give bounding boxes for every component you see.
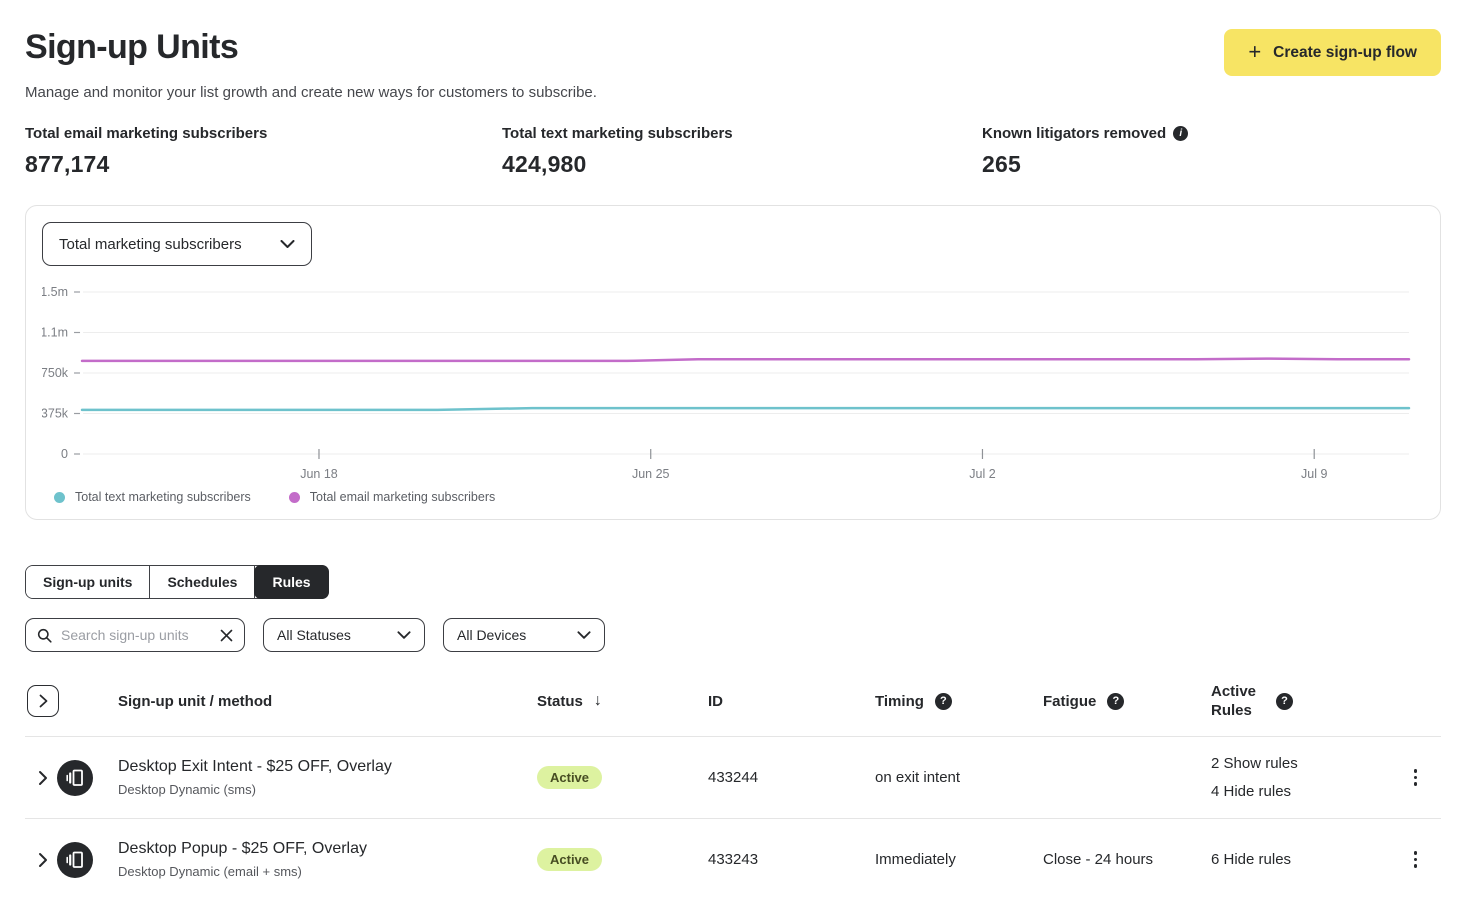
- hide-rules-count: 6 Hide rules: [1211, 850, 1292, 868]
- legend-label: Total email marketing subscribers: [309, 490, 496, 504]
- active-rules-header-label: Active Rules: [1211, 683, 1257, 719]
- search-input[interactable]: [61, 627, 211, 643]
- timing-value: on exit intent: [875, 769, 961, 786]
- status-filter-label: All Statuses: [277, 627, 351, 643]
- svg-text:750k: 750k: [42, 366, 69, 380]
- signup-unit-overlay-icon: [57, 759, 93, 796]
- stat-label: Total email marketing subscribers: [25, 125, 268, 142]
- status-badge: Active: [537, 766, 603, 789]
- search-box: [25, 618, 245, 652]
- status-header-label: Status: [537, 692, 583, 710]
- active-rules-cell: 6 Hide rules: [1211, 846, 1390, 874]
- hide-rules-count: 4 Hide rules: [1211, 782, 1292, 800]
- create-signup-flow-label: Create sign-up flow: [1273, 43, 1417, 61]
- stat-value: 424,980: [502, 151, 587, 177]
- column-header-active-rules: Active Rules ?: [1211, 682, 1390, 720]
- legend-item-email-subscribers: Total email marketing subscribers: [288, 490, 496, 504]
- legend-dot-purple: [288, 491, 300, 503]
- chart-legend: Total text marketing subscribers Total e…: [54, 490, 1424, 504]
- column-header-unit: Sign-up unit / method: [118, 692, 273, 710]
- subscribers-line-chart: 1.5m 1.1m 750k 375k 0 Jun 18 Jun 25 Jul 2 Jul 9: [42, 285, 1411, 481]
- unit-id: 433243: [708, 851, 759, 868]
- device-filter-label: All Devices: [457, 627, 527, 643]
- help-icon[interactable]: ?: [1276, 692, 1293, 710]
- search-icon: [37, 628, 52, 643]
- column-header-timing: Timing ?: [875, 692, 1043, 710]
- column-header-fatigue: Fatigue ?: [1043, 692, 1211, 710]
- svg-text:Jul 2: Jul 2: [969, 467, 995, 481]
- column-header-id: ID: [708, 692, 723, 710]
- device-filter-dropdown[interactable]: All Devices: [443, 618, 605, 652]
- svg-text:1.5m: 1.5m: [42, 285, 68, 299]
- legend-dot-teal: [54, 491, 65, 503]
- chevron-down-icon: [280, 239, 295, 248]
- create-signup-flow-button[interactable]: + Create sign-up flow: [1224, 29, 1441, 76]
- stat-value: 877,174: [25, 151, 110, 177]
- page-header: Sign-up Units + Create sign-up flow Mana…: [25, 28, 1441, 101]
- svg-text:375k: 375k: [42, 407, 69, 421]
- page-subtitle: Manage and monitor your list growth and …: [25, 84, 597, 101]
- plus-icon: +: [1248, 38, 1262, 64]
- chart-metric-label: Total marketing subscribers: [59, 235, 242, 253]
- tab-rules[interactable]: Rules: [254, 565, 329, 599]
- clear-search-icon[interactable]: [220, 629, 233, 642]
- kebab-menu-icon[interactable]: [1408, 845, 1424, 874]
- status-filter-dropdown[interactable]: All Statuses: [263, 618, 425, 652]
- column-header-status[interactable]: Status ↓: [537, 692, 708, 710]
- legend-label: Total text marketing subscribers: [75, 490, 251, 504]
- chevron-down-icon: [397, 630, 411, 639]
- chart-metric-dropdown[interactable]: Total marketing subscribers: [42, 222, 312, 266]
- tab-signup-units[interactable]: Sign-up units: [26, 566, 151, 598]
- timing-header-label: Timing: [875, 692, 924, 710]
- show-rules-count: 2 Show rules: [1211, 754, 1298, 772]
- stat-value: 265: [982, 151, 1021, 177]
- stat-text-subscribers: Total text marketing subscribers 424,980: [502, 125, 982, 178]
- filters-row: All Statuses All Devices: [25, 618, 1441, 652]
- sort-descending-icon: ↓: [593, 692, 602, 709]
- stats-row: Total email marketing subscribers 877,17…: [25, 125, 1441, 178]
- table-row: Desktop Popup - $25 OFF, Overlay Desktop…: [25, 818, 1441, 900]
- help-icon[interactable]: ?: [934, 692, 952, 710]
- kebab-menu-icon[interactable]: [1408, 763, 1424, 792]
- chevron-down-icon: [577, 630, 591, 639]
- stat-email-subscribers: Total email marketing subscribers 877,17…: [25, 125, 502, 178]
- timing-value: Immediately: [875, 851, 956, 868]
- signup-unit-name: Desktop Popup - $25 OFF, Overlay: [118, 840, 367, 857]
- page-title: Sign-up Units: [25, 28, 239, 66]
- tab-group: Sign-up units Schedules Rules: [25, 565, 329, 599]
- chevron-right-icon: [39, 694, 47, 708]
- expand-row-chevron-icon[interactable]: [38, 770, 48, 786]
- help-icon[interactable]: ?: [1107, 692, 1125, 710]
- subscribers-chart-card: Total marketing subscribers 1.5m 1.1m 750k…: [25, 205, 1441, 520]
- fatigue-header-label: Fatigue: [1043, 692, 1097, 710]
- stat-litigators-removed: Known litigators removed i 265: [982, 125, 1441, 178]
- signup-unit-overlay-icon: [57, 841, 93, 878]
- svg-text:Jul 9: Jul 9: [1301, 467, 1327, 481]
- expand-all-rows-button[interactable]: [27, 685, 59, 717]
- svg-text:Jun 25: Jun 25: [632, 467, 670, 481]
- signup-unit-method: Desktop Dynamic (sms): [118, 782, 256, 797]
- tab-schedules[interactable]: Schedules: [150, 566, 256, 598]
- table-header-row: Sign-up unit / method Status ↓ ID Timing…: [25, 675, 1441, 736]
- stat-label-text: Known litigators removed: [982, 125, 1167, 142]
- unit-id: 433244: [708, 769, 759, 786]
- signup-unit-method: Desktop Dynamic (email + sms): [118, 864, 302, 879]
- active-rules-cell: 2 Show rules 4 Hide rules: [1211, 750, 1390, 806]
- expand-row-chevron-icon[interactable]: [38, 852, 48, 868]
- status-badge: Active: [537, 848, 603, 871]
- svg-text:Jun 18: Jun 18: [300, 467, 338, 481]
- legend-item-text-subscribers: Total text marketing subscribers: [54, 490, 251, 504]
- info-icon[interactable]: i: [1173, 126, 1189, 141]
- stat-label: Total text marketing subscribers: [502, 125, 733, 142]
- svg-text:1.1m: 1.1m: [42, 326, 68, 340]
- fatigue-value: Close - 24 hours: [1043, 851, 1154, 868]
- table-row: Desktop Exit Intent - $25 OFF, Overlay D…: [25, 736, 1441, 818]
- svg-text:0: 0: [61, 447, 68, 461]
- signup-unit-name: Desktop Exit Intent - $25 OFF, Overlay: [118, 758, 392, 775]
- rules-table: Sign-up unit / method Status ↓ ID Timing…: [25, 675, 1441, 900]
- stat-label: Known litigators removed i: [982, 125, 1441, 142]
